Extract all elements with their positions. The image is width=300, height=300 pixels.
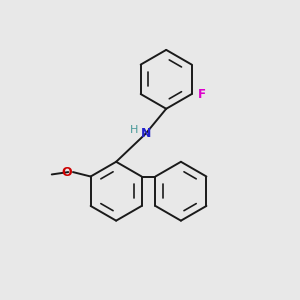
Text: H: H [130,125,139,135]
Text: O: O [61,166,72,178]
Text: N: N [140,127,151,140]
Text: F: F [198,88,206,100]
